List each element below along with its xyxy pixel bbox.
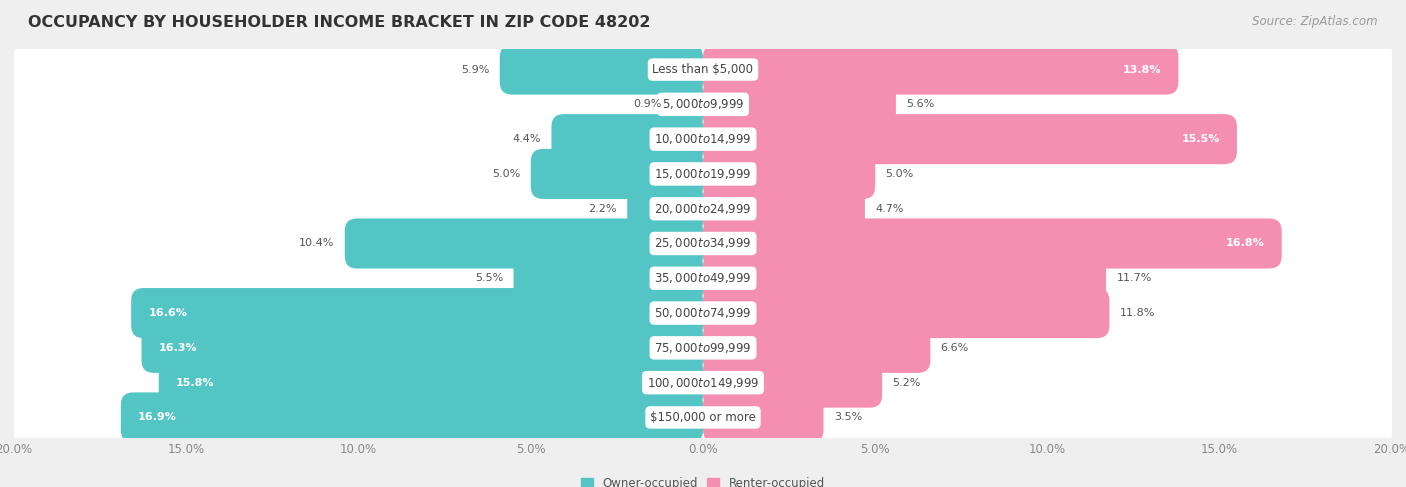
- FancyBboxPatch shape: [703, 253, 1107, 303]
- FancyBboxPatch shape: [703, 288, 1109, 338]
- FancyBboxPatch shape: [142, 323, 703, 373]
- Text: $15,000 to $19,999: $15,000 to $19,999: [654, 167, 752, 181]
- Text: $20,000 to $24,999: $20,000 to $24,999: [654, 202, 752, 216]
- Text: 16.3%: 16.3%: [159, 343, 197, 353]
- Text: $5,000 to $9,999: $5,000 to $9,999: [662, 97, 744, 112]
- FancyBboxPatch shape: [131, 288, 703, 338]
- Text: 5.2%: 5.2%: [893, 377, 921, 388]
- FancyBboxPatch shape: [627, 184, 703, 234]
- Text: 3.5%: 3.5%: [834, 412, 862, 422]
- Text: Source: ZipAtlas.com: Source: ZipAtlas.com: [1253, 15, 1378, 28]
- FancyBboxPatch shape: [703, 79, 896, 130]
- Text: 5.0%: 5.0%: [886, 169, 914, 179]
- Text: $35,000 to $49,999: $35,000 to $49,999: [654, 271, 752, 285]
- FancyBboxPatch shape: [672, 79, 703, 130]
- Text: 4.7%: 4.7%: [875, 204, 904, 214]
- Text: 5.5%: 5.5%: [475, 273, 503, 283]
- Text: $100,000 to $149,999: $100,000 to $149,999: [647, 375, 759, 390]
- Legend: Owner-occupied, Renter-occupied: Owner-occupied, Renter-occupied: [576, 472, 830, 487]
- FancyBboxPatch shape: [703, 357, 882, 408]
- FancyBboxPatch shape: [159, 357, 703, 408]
- Text: 13.8%: 13.8%: [1122, 65, 1161, 75]
- Text: 4.4%: 4.4%: [513, 134, 541, 144]
- FancyBboxPatch shape: [14, 113, 1392, 165]
- FancyBboxPatch shape: [513, 253, 703, 303]
- Text: 15.8%: 15.8%: [176, 377, 215, 388]
- FancyBboxPatch shape: [14, 392, 1392, 443]
- FancyBboxPatch shape: [14, 287, 1392, 338]
- FancyBboxPatch shape: [703, 44, 1178, 94]
- FancyBboxPatch shape: [703, 149, 875, 199]
- FancyBboxPatch shape: [703, 219, 1282, 268]
- Text: 15.5%: 15.5%: [1181, 134, 1219, 144]
- FancyBboxPatch shape: [121, 393, 703, 443]
- FancyBboxPatch shape: [344, 219, 703, 268]
- FancyBboxPatch shape: [703, 393, 824, 443]
- FancyBboxPatch shape: [14, 322, 1392, 374]
- Text: 2.2%: 2.2%: [588, 204, 617, 214]
- FancyBboxPatch shape: [14, 183, 1392, 234]
- FancyBboxPatch shape: [14, 253, 1392, 304]
- Text: 11.8%: 11.8%: [1119, 308, 1156, 318]
- Text: $25,000 to $34,999: $25,000 to $34,999: [654, 237, 752, 250]
- Text: 5.0%: 5.0%: [492, 169, 520, 179]
- FancyBboxPatch shape: [551, 114, 703, 164]
- FancyBboxPatch shape: [14, 149, 1392, 200]
- FancyBboxPatch shape: [14, 44, 1392, 95]
- Text: Less than $5,000: Less than $5,000: [652, 63, 754, 76]
- Text: 16.9%: 16.9%: [138, 412, 177, 422]
- FancyBboxPatch shape: [14, 79, 1392, 130]
- FancyBboxPatch shape: [703, 114, 1237, 164]
- Text: $10,000 to $14,999: $10,000 to $14,999: [654, 132, 752, 146]
- Text: 16.8%: 16.8%: [1226, 239, 1264, 248]
- FancyBboxPatch shape: [703, 323, 931, 373]
- Text: 5.6%: 5.6%: [907, 99, 935, 110]
- Text: 0.9%: 0.9%: [633, 99, 662, 110]
- Text: $50,000 to $74,999: $50,000 to $74,999: [654, 306, 752, 320]
- Text: 10.4%: 10.4%: [299, 239, 335, 248]
- FancyBboxPatch shape: [703, 184, 865, 234]
- Text: 5.9%: 5.9%: [461, 65, 489, 75]
- FancyBboxPatch shape: [14, 218, 1392, 269]
- Text: $75,000 to $99,999: $75,000 to $99,999: [654, 341, 752, 355]
- Text: 11.7%: 11.7%: [1116, 273, 1152, 283]
- Text: 16.6%: 16.6%: [149, 308, 187, 318]
- Text: $150,000 or more: $150,000 or more: [650, 411, 756, 424]
- Text: 6.6%: 6.6%: [941, 343, 969, 353]
- FancyBboxPatch shape: [531, 149, 703, 199]
- Text: OCCUPANCY BY HOUSEHOLDER INCOME BRACKET IN ZIP CODE 48202: OCCUPANCY BY HOUSEHOLDER INCOME BRACKET …: [28, 15, 651, 30]
- FancyBboxPatch shape: [499, 44, 703, 94]
- FancyBboxPatch shape: [14, 357, 1392, 408]
